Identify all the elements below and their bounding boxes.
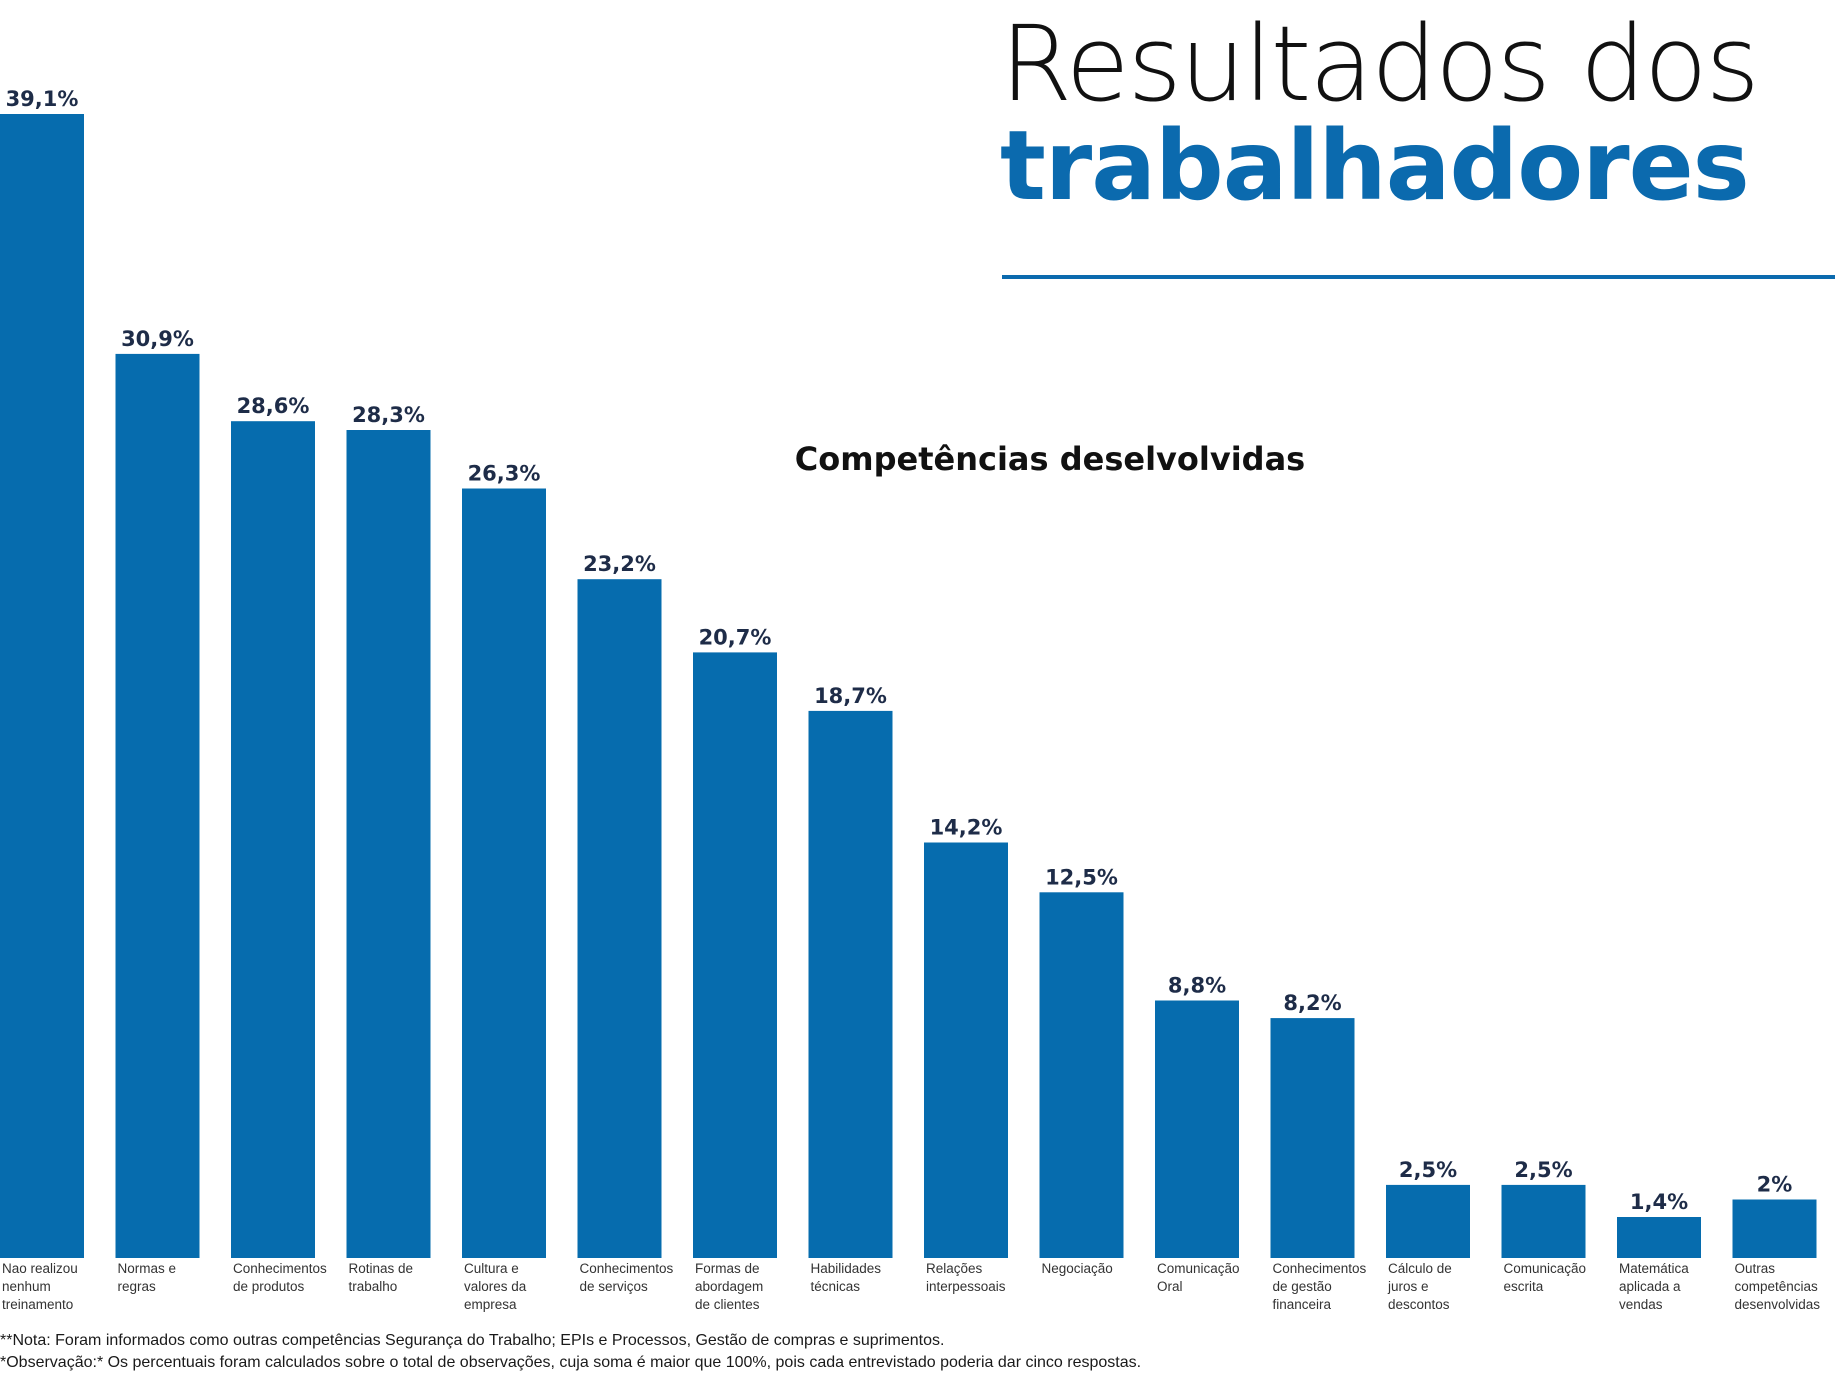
category-label-1-line-1: regras (118, 1279, 157, 1294)
category-label-2-line-0: Conhecimentos (233, 1261, 327, 1276)
value-label-15: 2% (1757, 1173, 1793, 1197)
category-label-15-line-2: desenvolvidas (1735, 1297, 1821, 1312)
value-label-5: 23,2% (583, 552, 656, 576)
bar-2 (231, 421, 315, 1258)
page-title-line1: Resultados dos (1000, 3, 1760, 125)
bar-15 (1732, 1199, 1817, 1258)
category-label-11-line-2: financeira (1273, 1297, 1332, 1312)
bar-7 (808, 710, 893, 1258)
bar-0 (0, 114, 84, 1258)
category-label-4: Cultura e valores da empresa (464, 1261, 527, 1312)
category-label-2-line-1: de produtos (233, 1279, 305, 1294)
bar-4 (462, 488, 546, 1258)
category-label-15: Outras competências desenvolvidas (1735, 1261, 1821, 1312)
category-label-5-line-0: Conhecimentos (580, 1261, 674, 1276)
category-label-9: Negociação (1042, 1261, 1113, 1276)
footnote-observacao: *Observação:* Os percentuais foram calcu… (0, 1354, 1142, 1371)
bar-5 (577, 579, 662, 1258)
value-label-3: 28,3% (352, 403, 425, 427)
bar-9 (1039, 892, 1124, 1258)
title-divider (1002, 275, 1835, 279)
bar-chart: 39,1% Nao realizou nenhum treinamento 30,9% N… (0, 87, 1821, 1312)
page-title-line2: trabalhadores (1000, 110, 1750, 223)
category-label-7-line-1: técnicas (811, 1279, 861, 1294)
category-label-6-line-1: abordagem (695, 1279, 763, 1294)
bar-12 (1386, 1184, 1470, 1258)
bar-14 (1617, 1217, 1701, 1258)
category-label-13-line-0: Comunicação (1504, 1261, 1587, 1276)
category-label-11: Conhecimentos de gestão financeira (1273, 1261, 1367, 1312)
category-label-10-line-0: Comunicação (1157, 1261, 1240, 1276)
value-label-9: 12,5% (1045, 865, 1118, 889)
title-block: Resultados dos trabalhadores (1000, 8, 1835, 217)
footnote-nota: **Nota: Foram informados como outras com… (0, 1332, 945, 1349)
category-label-8: Relações interpessoais (926, 1261, 1006, 1294)
category-label-3-line-0: Rotinas de (349, 1261, 414, 1276)
category-label-4-line-2: empresa (464, 1297, 517, 1312)
category-label-2: Conhecimentos de produtos (233, 1261, 327, 1294)
value-label-11: 8,2% (1283, 991, 1341, 1015)
category-label-15-line-0: Outras (1735, 1261, 1776, 1276)
category-label-5: Conhecimentos de serviços (580, 1261, 674, 1294)
footnotes: **Nota: Foram informados como outras com… (0, 1330, 1835, 1374)
value-label-6: 20,7% (699, 625, 772, 649)
value-label-4: 26,3% (468, 462, 541, 486)
value-label-8: 14,2% (930, 816, 1003, 840)
category-label-9-line-0: Negociação (1042, 1261, 1113, 1276)
category-label-0-line-2: treinamento (2, 1297, 73, 1312)
category-label-8-line-0: Relações (926, 1261, 983, 1276)
category-label-6-line-0: Formas de (695, 1261, 760, 1276)
category-label-14-line-0: Matemática (1619, 1261, 1689, 1276)
category-label-7-line-0: Habilidades (811, 1261, 882, 1276)
category-label-4-line-0: Cultura e (464, 1261, 519, 1276)
category-label-11-line-0: Conhecimentos (1273, 1261, 1367, 1276)
category-label-6-line-2: de clientes (695, 1297, 760, 1312)
chart-title: Competências deselvolvidas (794, 440, 1306, 478)
category-label-12: Cálculo de juros e descontos (1387, 1261, 1452, 1312)
bar-10 (1155, 1000, 1239, 1258)
category-label-10-line-1: Oral (1157, 1279, 1183, 1294)
category-label-0-line-0: Nao realizou (2, 1261, 78, 1276)
category-label-0: Nao realizou nenhum treinamento (2, 1261, 78, 1312)
value-label-0: 39,1% (6, 87, 79, 111)
category-label-1-line-0: Normas e (118, 1261, 177, 1276)
category-label-14-line-1: aplicada a (1619, 1279, 1681, 1294)
category-label-12-line-0: Cálculo de (1388, 1261, 1452, 1276)
category-label-11-line-1: de gestão (1273, 1279, 1332, 1294)
value-label-14: 1,4% (1630, 1190, 1688, 1214)
value-label-7: 18,7% (814, 684, 887, 708)
category-label-13-line-1: escrita (1504, 1279, 1544, 1294)
value-label-10: 8,8% (1168, 974, 1226, 998)
value-label-13: 2,5% (1514, 1158, 1572, 1182)
value-label-2: 28,6% (237, 394, 310, 418)
category-label-4-line-1: valores da (464, 1279, 527, 1294)
category-label-10: Comunicação Oral (1157, 1261, 1240, 1294)
category-label-14: Matemática aplicada a vendas (1619, 1261, 1689, 1312)
category-label-3-line-1: trabalho (349, 1279, 398, 1294)
category-label-7: Habilidades técnicas (811, 1261, 882, 1294)
value-label-12: 2,5% (1399, 1158, 1457, 1182)
category-label-13: Comunicação escrita (1504, 1261, 1587, 1294)
bar-3 (346, 430, 431, 1258)
bar-8 (924, 842, 1008, 1258)
category-label-8-line-1: interpessoais (926, 1279, 1006, 1294)
value-label-1: 30,9% (121, 327, 194, 351)
bar-11 (1270, 1018, 1355, 1258)
category-label-0-line-1: nenhum (2, 1279, 51, 1294)
bar-13 (1501, 1184, 1586, 1258)
category-label-6: Formas de abordagem de clientes (695, 1261, 763, 1312)
category-label-15-line-1: competências (1735, 1279, 1819, 1294)
category-label-5-line-1: de serviços (580, 1279, 649, 1294)
category-label-3: Rotinas de trabalho (349, 1261, 414, 1294)
category-label-14-line-2: vendas (1619, 1297, 1663, 1312)
bar-1 (115, 353, 200, 1258)
bar-6 (693, 652, 777, 1258)
category-label-1: Normas e regras (118, 1261, 177, 1294)
category-label-12-line-1: juros e (1387, 1279, 1429, 1294)
category-label-12-line-2: descontos (1388, 1297, 1450, 1312)
